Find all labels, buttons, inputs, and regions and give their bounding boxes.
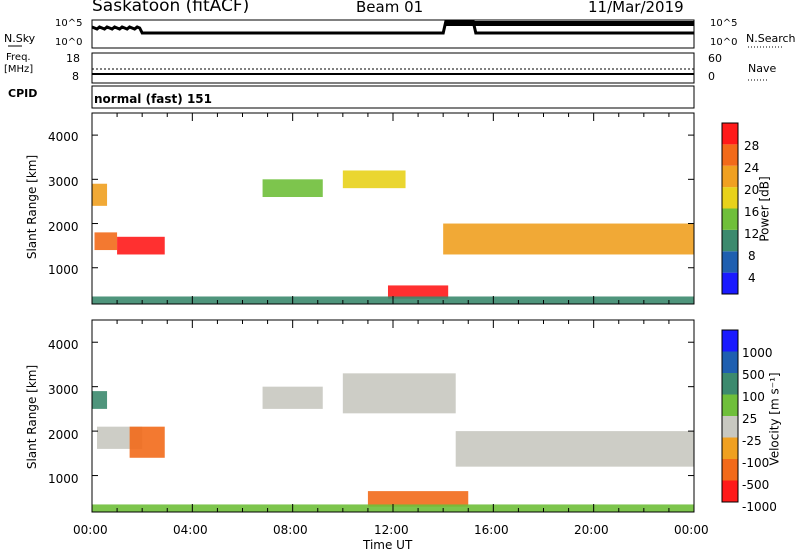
- power-cbar-tick-12: 12: [744, 227, 760, 241]
- x-tick-6: 00:00: [674, 523, 709, 537]
- power-echo-region-4: [342, 170, 406, 189]
- velocity-colorbar-cell-1: [722, 459, 738, 481]
- velocity-ytick-2000: 2000: [48, 428, 79, 442]
- velocity-echo-region-0: [92, 391, 108, 409]
- x-tick-4: 16:00: [474, 523, 509, 537]
- vel-cbar-tick-m500: -500: [742, 478, 770, 492]
- velocity-colorbar-cell-6: [722, 351, 738, 373]
- date-title: 11/Mar/2019: [588, 0, 684, 16]
- power-echo-region-3: [262, 179, 323, 198]
- cpid-label: CPID: [8, 87, 38, 100]
- station-title: Saskatoon (fitACF): [92, 0, 250, 16]
- power-panel-frame: [91, 112, 695, 305]
- power-ytick-3000: 3000: [48, 175, 79, 189]
- power-ylabel: Slant Range [km]: [25, 154, 40, 260]
- cpid-panel-frame: [91, 85, 695, 109]
- x-tick-2: 08:00: [273, 523, 308, 537]
- vel-cbar-tick-1000: 1000: [742, 346, 773, 360]
- velocity-ytick-3000: 3000: [48, 383, 79, 397]
- power-colorbar-cell-6: [722, 144, 738, 166]
- x-tick-5: 20:00: [574, 523, 609, 537]
- freq-left-tick-top: 18: [66, 52, 80, 65]
- power-ytick-1000: 1000: [48, 263, 79, 277]
- power-ytick-4000: 4000: [48, 130, 79, 144]
- velocity-echo-region-2: [129, 426, 165, 458]
- power-cbar-tick-8: 8: [748, 249, 756, 263]
- x-axis-label: Time UT: [363, 538, 413, 552]
- x-tick-1: 04:00: [173, 523, 208, 537]
- nave-label: Nave: [748, 62, 777, 75]
- freq-right-tick-top: 60: [708, 52, 722, 65]
- velocity-ylabel: Slant Range [km]: [25, 364, 40, 470]
- noise-search-band: [445, 21, 694, 26]
- noise-right-tick-top: 10^5: [710, 18, 738, 29]
- freq-panel-frame: [91, 52, 695, 84]
- power-echo-region-6: [443, 223, 694, 255]
- power-cbar-tick-28: 28: [744, 139, 760, 153]
- x-tick-3: 12:00: [374, 523, 409, 537]
- velocity-echo-region-6: [367, 491, 469, 507]
- velocity-colorbar-label: Velocity [m s⁻¹]: [767, 372, 782, 466]
- power-colorbar-cell-1: [722, 251, 738, 273]
- power-colorbar-cell-5: [722, 165, 738, 188]
- power-ytick-2000: 2000: [48, 220, 79, 234]
- noise-left-tick-top: 10^5: [55, 18, 83, 29]
- noise-sky-trace: [91, 20, 694, 35]
- noise-left-tick-bottom: 10^0: [55, 37, 83, 48]
- power-echo-region-0: [92, 183, 108, 206]
- power-cbar-tick-16: 16: [744, 205, 760, 219]
- x-tick-0: 00:00: [73, 523, 108, 537]
- power-colorbar-frame: [721, 122, 739, 295]
- power-colorbar-label: Power [dB]: [757, 176, 772, 242]
- noise-sky-label: N.Sky: [4, 32, 36, 45]
- vel-cbar-tick-500: 500: [742, 368, 765, 382]
- vel-cbar-tick-m1000: -1000: [742, 500, 777, 514]
- velocity-panel-frame: [91, 319, 695, 513]
- power-colorbar-cell-2: [722, 229, 738, 252]
- noise-search-label: N.Search: [746, 32, 796, 45]
- power-colorbar-cell-4: [722, 187, 738, 209]
- power-echo-region-5: [387, 285, 449, 299]
- freq-left-tick-bottom: 8: [72, 70, 79, 83]
- velocity-ytick-1000: 1000: [48, 472, 79, 486]
- beam-title: Beam 01: [356, 0, 424, 16]
- vel-cbar-tick-100: 100: [742, 390, 765, 404]
- velocity-echo-region-5: [455, 431, 694, 467]
- velocity-colorbar-cell-4: [722, 394, 738, 416]
- velocity-colorbar-cell-7: [722, 330, 738, 352]
- power-echo-region-2: [117, 236, 165, 255]
- power-cbar-tick-24: 24: [744, 161, 760, 175]
- velocity-colorbar-cell-5: [722, 373, 738, 395]
- power-colorbar-cell-0: [722, 272, 738, 294]
- velocity-colorbar-cell-2: [722, 437, 738, 459]
- freq-unit-label: [MHz]: [4, 64, 34, 75]
- freq-label: Freq.: [6, 52, 31, 63]
- vel-cbar-tick-25: 25: [742, 412, 758, 426]
- power-colorbar-cell-3: [722, 208, 738, 230]
- velocity-echo-region-3: [262, 386, 323, 409]
- power-colorbar-cell-7: [722, 123, 738, 145]
- velocity-ytick-4000: 4000: [48, 338, 79, 352]
- power-cbar-tick-20: 20: [744, 183, 760, 197]
- velocity-colorbar-cell-3: [722, 416, 738, 438]
- power-cbar-tick-4: 4: [748, 271, 756, 285]
- velocity-colorbar-frame: [721, 329, 739, 503]
- vel-cbar-tick-m25: -25: [742, 434, 762, 448]
- noise-right-tick-bottom: 10^0: [710, 37, 738, 48]
- freq-right-tick-bottom: 0: [708, 70, 715, 83]
- power-echo-region-1: [94, 232, 118, 251]
- velocity-colorbar-cell-0: [722, 480, 738, 502]
- velocity-echo-region-4: [342, 373, 456, 414]
- cpid-text: normal (fast) 151: [94, 92, 212, 106]
- vel-cbar-tick-m100: -100: [742, 456, 770, 470]
